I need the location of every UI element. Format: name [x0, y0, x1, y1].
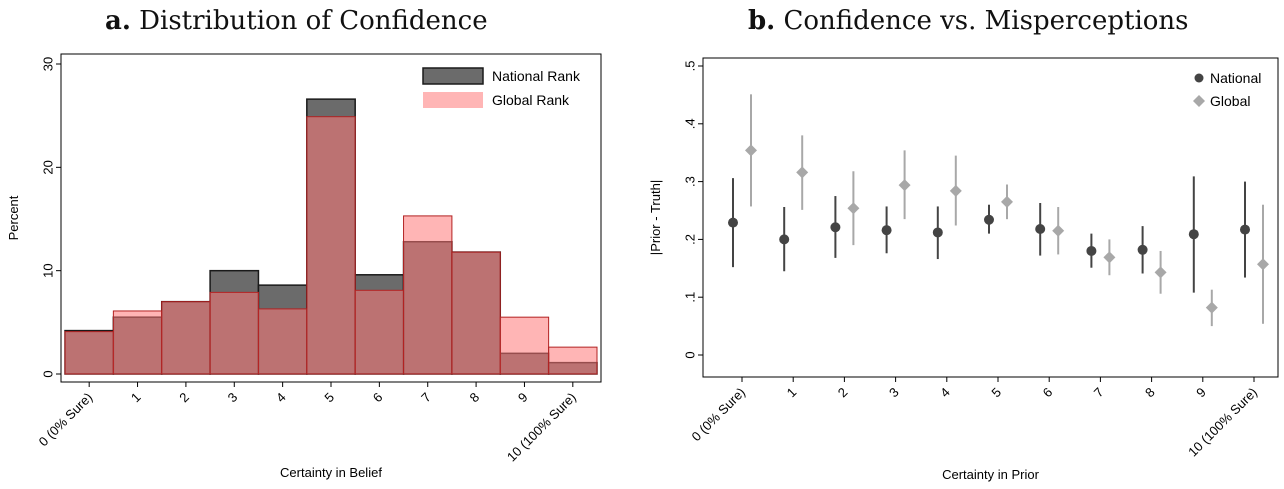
x-tick-label: 3	[886, 385, 902, 401]
x-tick-label: 4	[273, 390, 289, 406]
x-tick-label: 5	[321, 390, 337, 406]
y-tick-label: 0	[682, 351, 697, 358]
point-national	[728, 217, 738, 228]
point-national	[984, 214, 994, 225]
x-tick-label: 9	[515, 390, 531, 406]
point-national	[932, 227, 943, 238]
bar-global	[112, 310, 163, 375]
plot-frame	[702, 57, 1279, 378]
point-national	[779, 234, 790, 245]
x-tick-label: 10 (100% Sure)	[1185, 385, 1260, 460]
bar-global	[499, 316, 550, 375]
bar-global	[257, 308, 308, 375]
panel-b-label: b.	[748, 6, 776, 36]
panel-b-title-text: Confidence vs. Misperceptions	[783, 6, 1189, 36]
point-global	[1103, 251, 1116, 264]
panel-a-title: a. Distribution of Confidence	[105, 6, 488, 36]
point-global	[1257, 258, 1269, 271]
y-tick-label: .4	[682, 118, 697, 129]
legend-swatch-national	[422, 67, 484, 85]
bar-global	[306, 116, 356, 375]
histogram-chart: 0 10 20 30 Percent 0 (0% Sure) 1 2 3 4 5 6 7 8 910 (10…	[6, 53, 602, 480]
legend-swatch-global	[423, 92, 483, 108]
legend-label-global: Global Rank	[492, 92, 570, 108]
x-tick-label: 5	[988, 385, 1004, 401]
legend-marker-national	[1194, 73, 1204, 83]
point-global	[1205, 301, 1218, 314]
point-national	[1240, 224, 1250, 235]
x-tick-label: 9	[1193, 385, 1209, 401]
point-national	[881, 225, 892, 236]
legend-label-national: National	[1210, 70, 1261, 86]
y-tick-label: .3	[682, 176, 697, 187]
bar-global	[354, 289, 405, 375]
panel-a-label: a.	[105, 6, 131, 36]
point-national	[1188, 229, 1199, 240]
point-national	[1137, 244, 1148, 255]
x-tick-label: 0 (0% Sure)	[688, 385, 748, 445]
x-tick-label: 6	[370, 390, 386, 406]
legend-label-global: Global	[1210, 93, 1250, 109]
bar-global	[451, 251, 501, 375]
point-global	[796, 166, 809, 179]
x-tick-label: 7	[1091, 385, 1107, 401]
y-tick-label: .5	[682, 61, 697, 72]
legend-marker-global	[1193, 95, 1205, 107]
point-global	[847, 202, 860, 215]
x-axis-label: Certainty in Prior	[942, 467, 1039, 482]
bar-global	[64, 331, 114, 375]
y-tick-label: .1	[682, 292, 697, 303]
point-national	[1086, 245, 1097, 256]
panel-a-title-text: Distribution of Confidence	[139, 6, 488, 36]
point-national	[830, 222, 841, 233]
bar-global	[209, 291, 259, 375]
x-tick-label: 1	[784, 385, 800, 401]
point-global	[1154, 266, 1167, 279]
x-tick-label: 3	[225, 390, 241, 406]
x-tick-label: 7	[418, 390, 434, 406]
x-tick-label: 10 (100% Sure)	[504, 390, 579, 465]
bar-global	[161, 301, 211, 375]
bar-global	[548, 346, 598, 375]
x-tick-label: 2	[835, 385, 851, 401]
y-axis-label: |Prior - Truth|	[648, 180, 663, 255]
point-global	[1001, 195, 1013, 208]
point-global	[1052, 224, 1065, 237]
y-tick-label: 20	[40, 160, 55, 174]
point-global	[949, 184, 962, 197]
legend-label-national: National Rank	[492, 68, 581, 84]
point-national	[1035, 223, 1046, 234]
y-axis-label: Percent	[6, 195, 21, 240]
point-global	[745, 144, 757, 157]
x-tick-label: 8	[466, 390, 482, 406]
panel-b-title: b. Confidence vs. Misperceptions	[748, 6, 1189, 36]
x-axis-label: Certainty in Belief	[280, 465, 382, 480]
x-tick-label: 4	[937, 385, 953, 401]
x-tick-label: 6	[1040, 385, 1056, 401]
bar-global	[403, 215, 453, 375]
x-tick-label: 2	[176, 390, 192, 406]
y-tick-label: 10	[40, 263, 55, 277]
x-tick-label: 1	[128, 390, 144, 406]
y-tick-label: 30	[40, 57, 55, 71]
y-tick-label: .2	[682, 234, 697, 245]
point-global	[898, 179, 911, 192]
y-tick-label: 0	[40, 370, 55, 377]
x-tick-label: 0 (0% Sure)	[36, 390, 96, 450]
dot-plot-chart: 0 .1 .2 .3 .4 .5 |Prior - Truth| 0 (0% Sure) 1 2 3…	[648, 57, 1279, 482]
x-tick-label: 8	[1142, 385, 1158, 401]
